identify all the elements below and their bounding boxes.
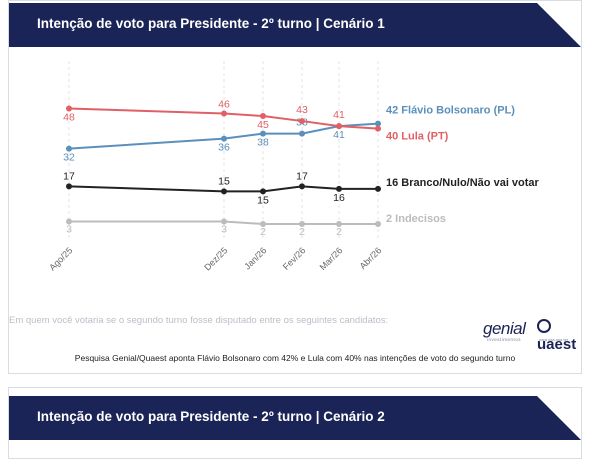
data-label-bolsonaro: 32 [63,152,75,164]
line-chart: Ago/25 Dez/25 Jan/26 Fev/26 Mar/26 Abr/26 32 36… [9,49,581,349]
x-tick-label: Ago/25 [47,245,74,272]
data-point-lula [221,110,227,117]
x-tick-label: Mar/26 [318,245,345,272]
banner-corner-cut-2 [537,396,581,440]
series-end-label-lula: 40 Lula (PT) [386,131,449,143]
x-tick-label: Jan/26 [242,245,268,271]
data-label-branco: 17 [63,170,75,182]
data-label-indecisos: 2 [299,226,305,238]
quaest-logo-subtitle: para voa qua ter [539,337,569,342]
data-point-bolsonaro [260,130,266,137]
data-point-bolsonaro [221,135,227,142]
data-label-indecisos: 3 [66,223,72,235]
data-point-indecisos [375,220,381,227]
data-point-bolsonaro [375,120,381,127]
quaest-q-icon [537,319,551,333]
quaest-logo-text: uaest [537,336,577,353]
series-end-label-indecisos: 2 Indecisos [386,213,446,225]
series-line-indecisos [69,220,378,225]
image-caption: Pesquisa Genial/Quaest aponta Flávio Bol… [74,353,516,363]
data-point-indecisos [221,218,227,225]
data-point-indecisos [299,220,305,227]
chart-title-banner: Intenção de voto para Presidente - 2º tu… [9,3,581,47]
data-point-bolsonaro [299,130,305,137]
data-point-indecisos [336,220,342,227]
data-point-branco [375,185,381,192]
data-point-lula [66,105,72,112]
data-label-bolsonaro: 36 [218,142,230,154]
data-point-indecisos [260,220,266,227]
data-point-lula [260,113,266,120]
data-label-indecisos: 2 [260,226,266,238]
series-line-lula [68,107,379,130]
chart-card-scenario-1: Intenção de voto para Presidente - 2º tu… [8,0,582,374]
data-label-lula: 43 [296,104,308,116]
chart-card-scenario-2: Intenção de voto para Presidente - 2º tu… [8,387,582,459]
quaest-logo: uaest [537,319,581,353]
chart-title: Intenção de voto para Presidente - 2º tu… [37,16,385,31]
data-point-branco [299,183,305,190]
data-point-branco [260,188,266,195]
data-point-lula [375,125,381,132]
genial-logo-subtitle: investimentos [487,337,522,342]
data-point-branco [336,185,342,192]
data-label-lula: 48 [63,112,75,124]
data-point-branco [221,188,227,195]
series-end-label-branco: 16 Branco/Nulo/Não vai votar [386,177,540,189]
series-end-label-bolsonaro: 42 Flávio Bolsonaro (PL) [386,105,515,117]
chart-title-banner-2: Intenção de voto para Presidente - 2º tu… [9,396,581,440]
genial-logo: genial [483,319,526,338]
x-tick-label: Dez/25 [202,245,229,272]
data-point-bolsonaro [66,145,72,152]
data-label-lula: 46 [218,99,230,111]
data-label-lula: 45 [257,119,269,131]
data-point-indecisos [66,218,72,225]
data-label-lula: 41 [333,109,345,121]
data-label-bolsonaro: 41 [333,129,345,141]
data-point-lula [336,123,342,130]
x-tick-label: Abr/26 [358,245,384,271]
data-label-indecisos: 3 [221,223,227,235]
line-chart-svg: Ago/25 Dez/25 Jan/26 Fev/26 Mar/26 Abr/263236… [47,61,540,273]
data-label-branco: 16 [333,192,345,204]
banner-corner-cut [537,3,581,47]
x-tick-label: Fev/26 [281,245,308,272]
chart-footnote: Em quem você votaria se o segundo turno … [9,315,389,326]
data-label-indecisos: 2 [336,226,342,238]
data-label-bolsonaro: 38 [257,137,269,149]
data-label-branco: 17 [296,170,308,182]
data-label-branco: 15 [257,194,269,206]
data-point-lula [299,118,305,125]
series-line-branco [68,185,378,193]
chart-title-2: Intenção de voto para Presidente - 2º tu… [37,409,385,424]
data-label-branco: 15 [218,175,230,187]
data-point-branco [66,183,72,190]
